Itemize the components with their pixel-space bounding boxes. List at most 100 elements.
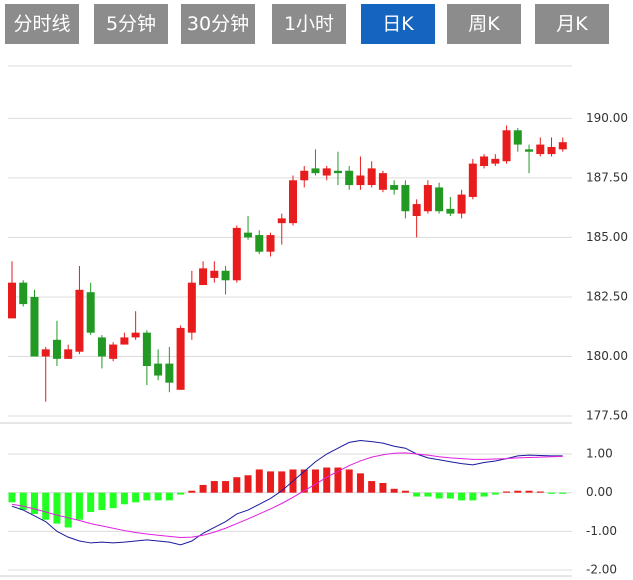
candle-body (75, 289, 84, 352)
candle-body (491, 158, 500, 164)
period-tab[interactable]: 日K (361, 4, 435, 44)
macd-line (11, 439, 563, 546)
macd-bar (19, 492, 27, 511)
macd-bar (503, 491, 511, 493)
candle-body (547, 146, 556, 155)
y-tick-label: 190.00 (586, 111, 628, 125)
macd-bar (401, 490, 409, 493)
period-tab[interactable]: 30分钟 (181, 4, 255, 44)
y-tick-label: 180.00 (586, 349, 628, 363)
candle-body (165, 363, 174, 383)
macd-bar (536, 491, 544, 493)
candle-body (356, 175, 365, 186)
macd-bar (334, 467, 342, 493)
macd-bar (244, 475, 252, 493)
candle-body (131, 332, 140, 338)
macd-bar (109, 492, 117, 509)
y-tick-label: 185.00 (586, 230, 628, 244)
macd-bar (132, 492, 140, 503)
candle-body (378, 173, 387, 190)
candle-body (480, 156, 489, 166)
candle-body (187, 282, 196, 333)
macd-bar (368, 481, 376, 493)
candle-body (412, 204, 421, 216)
candle-body (300, 170, 309, 181)
y-tick-label: 187.50 (586, 170, 628, 184)
candle-body (142, 332, 151, 366)
macd-bar (446, 492, 454, 499)
candle-body (277, 218, 286, 224)
macd-bar (548, 492, 556, 494)
candle-body (289, 180, 297, 224)
macd-bar (210, 481, 218, 493)
candle-body (446, 208, 455, 214)
candle-body (86, 292, 95, 333)
macd-bar (255, 469, 263, 493)
candle-body (525, 149, 534, 152)
candle-body (558, 142, 567, 150)
candle-body (367, 168, 376, 186)
candle-body (390, 185, 399, 190)
candle-body (30, 296, 39, 357)
macd-bar (491, 492, 499, 495)
macd-bar (300, 469, 308, 493)
macd-bar (480, 492, 488, 497)
candle-body (435, 187, 444, 212)
period-tab[interactable]: 1小时 (272, 4, 346, 44)
macd-bar (278, 471, 286, 493)
candle-body (19, 282, 28, 305)
candle-body (8, 282, 16, 319)
candle-body (109, 344, 118, 359)
y-tick-label: 177.50 (586, 409, 628, 423)
macd-bar (379, 483, 387, 493)
period-tab[interactable]: 月K (535, 4, 609, 44)
macd-bar (165, 492, 173, 501)
period-tab[interactable]: 分时线 (5, 4, 79, 44)
macd-bar (469, 492, 477, 501)
period-tab[interactable]: 5分钟 (94, 4, 168, 44)
macd-bar (120, 492, 128, 505)
macd-bar (390, 488, 398, 493)
candle-body (221, 270, 230, 281)
y-tick-label: -1.00 (586, 524, 617, 538)
candle-body (210, 270, 219, 278)
candle-body (154, 363, 163, 376)
macd-bar (345, 469, 353, 493)
macd-bar (188, 490, 196, 493)
macd-bar (199, 484, 207, 493)
macd-bar (75, 492, 83, 520)
macd-bar (222, 481, 230, 493)
macd-bar (42, 492, 50, 520)
macd-bar (311, 469, 319, 493)
y-tick-label: 1.00 (586, 447, 613, 461)
candle-body (513, 130, 522, 145)
macd-bar (64, 492, 72, 528)
candle-body (52, 339, 61, 359)
macd-line (11, 452, 563, 539)
candle-body (322, 168, 331, 176)
macd-bar (514, 490, 522, 493)
macd-bar (233, 477, 241, 493)
candle-body (41, 349, 50, 357)
candle-body (232, 227, 241, 281)
macd-bar (413, 492, 421, 497)
macd-bar (143, 492, 151, 501)
candle-body (176, 327, 185, 390)
macd-bar (8, 492, 16, 503)
macd-bar (559, 492, 567, 494)
macd-bar (435, 492, 443, 499)
candle-body (97, 337, 106, 357)
candle-body (468, 163, 477, 197)
macd-bar (356, 473, 364, 493)
candle-body (311, 168, 320, 174)
macd-bar (154, 492, 162, 501)
macd-bar (424, 492, 432, 497)
candle-body (120, 337, 129, 345)
y-tick-label: 0.00 (586, 485, 613, 499)
period-tab[interactable]: 周K (447, 4, 521, 44)
candle-body (244, 232, 253, 238)
macd-bar (458, 492, 466, 501)
candle-body (345, 170, 354, 186)
